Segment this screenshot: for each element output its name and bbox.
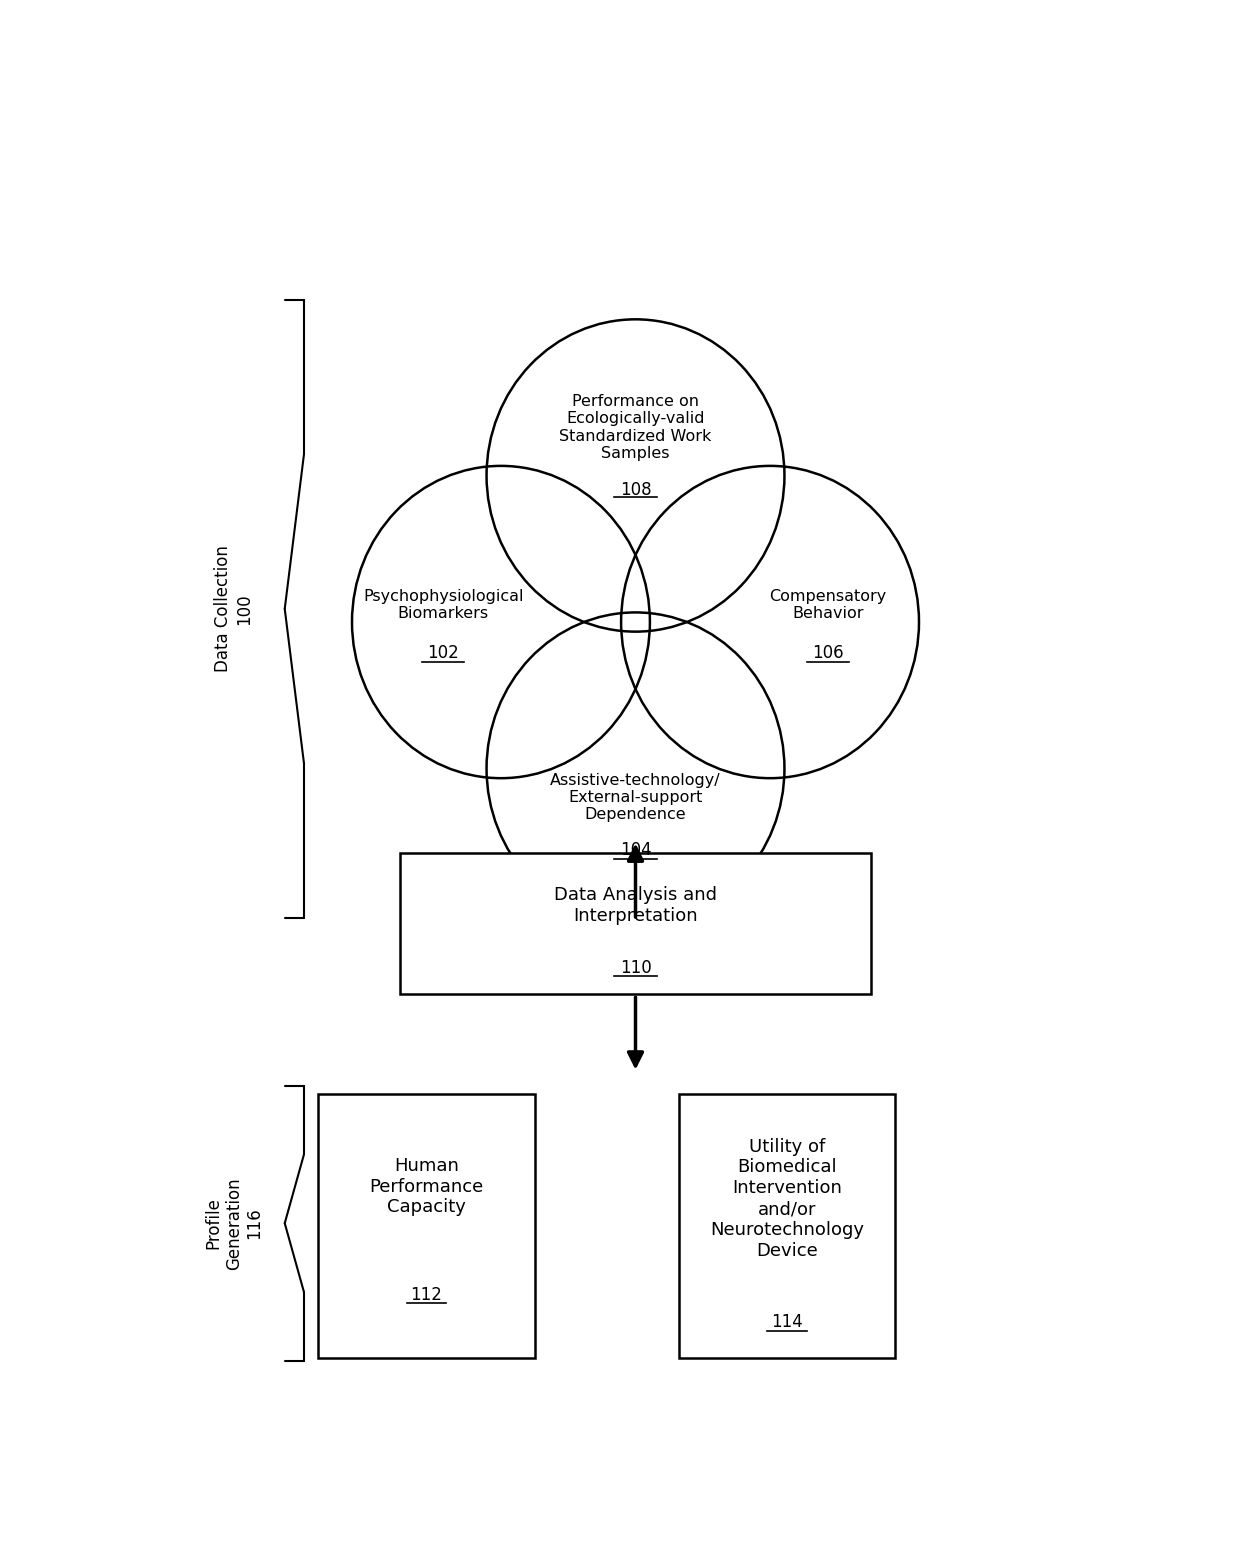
FancyBboxPatch shape xyxy=(319,1094,534,1359)
Text: Assistive-technology/
External-support
Dependence: Assistive-technology/ External-support D… xyxy=(551,772,720,822)
FancyBboxPatch shape xyxy=(401,853,870,994)
Text: Compensatory
Behavior: Compensatory Behavior xyxy=(769,590,887,621)
Text: 102: 102 xyxy=(428,644,459,663)
Text: Profile
Generation
116: Profile Generation 116 xyxy=(205,1176,264,1270)
FancyBboxPatch shape xyxy=(678,1094,895,1359)
Text: 108: 108 xyxy=(620,480,651,499)
Text: Data Collection
100: Data Collection 100 xyxy=(215,546,253,672)
Text: Human
Performance
Capacity: Human Performance Capacity xyxy=(370,1158,484,1217)
Text: 106: 106 xyxy=(812,644,843,663)
Text: 112: 112 xyxy=(410,1285,443,1304)
Text: 104: 104 xyxy=(620,841,651,860)
Text: Performance on
Ecologically-valid
Standardized Work
Samples: Performance on Ecologically-valid Standa… xyxy=(559,393,712,462)
Text: Data Analysis and
Interpretation: Data Analysis and Interpretation xyxy=(554,886,717,925)
Text: Psychophysiological
Biomarkers: Psychophysiological Biomarkers xyxy=(363,590,523,621)
Text: 110: 110 xyxy=(620,959,651,977)
Text: 114: 114 xyxy=(771,1314,802,1331)
Text: Utility of
Biomedical
Intervention
and/or
Neurotechnology
Device: Utility of Biomedical Intervention and/o… xyxy=(709,1137,864,1259)
